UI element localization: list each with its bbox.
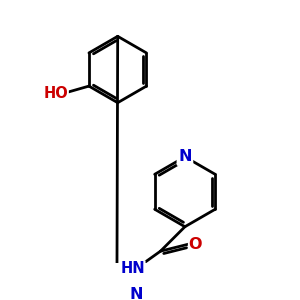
Text: O: O (189, 237, 202, 252)
Text: HN: HN (120, 261, 145, 276)
Text: N: N (129, 287, 143, 300)
Text: HO: HO (44, 85, 68, 100)
Text: N: N (178, 149, 192, 164)
